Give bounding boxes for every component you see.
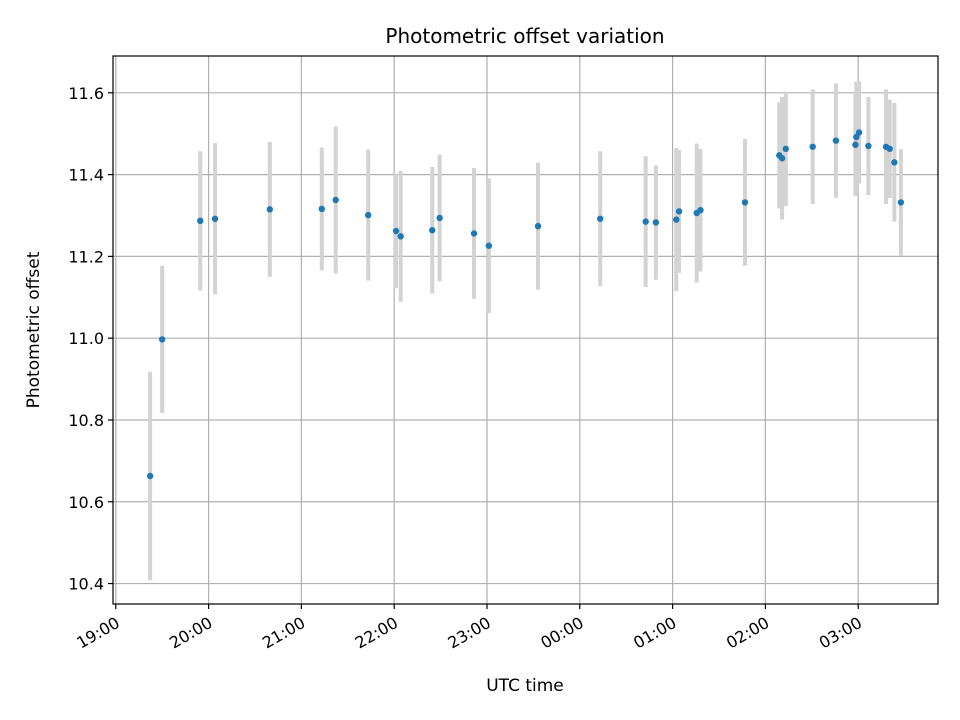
data-point — [741, 199, 749, 206]
data-point — [597, 215, 604, 222]
y-tick-label: 11.0 — [68, 329, 104, 348]
data-point — [332, 196, 339, 204]
data-point — [865, 142, 872, 150]
data-point — [809, 143, 816, 150]
data-point — [436, 214, 443, 222]
y-tick-label: 11.4 — [68, 166, 104, 185]
data-point — [642, 218, 649, 225]
plot-frame — [112, 55, 939, 605]
y-tick-label: 11.6 — [68, 84, 104, 103]
data-point — [891, 159, 898, 166]
data-point — [886, 145, 893, 153]
data-point — [897, 199, 905, 206]
data-point — [365, 211, 372, 219]
data-point — [778, 155, 786, 162]
data-point — [158, 336, 166, 343]
data-point — [197, 217, 204, 225]
y-axis-label: Photometric offset — [24, 251, 44, 408]
y-tick-label: 11.2 — [68, 247, 104, 266]
y-tick-label: 10.8 — [68, 411, 104, 430]
data-point — [697, 206, 704, 214]
data-point — [318, 205, 326, 213]
y-axis-ticks: 10.4 10.6 10.8 11.0 11.2 11.4 11.6 — [68, 84, 113, 594]
data-point — [782, 145, 790, 153]
data-point — [855, 129, 863, 136]
data-point — [652, 219, 660, 226]
data-point — [534, 222, 542, 230]
data-point — [832, 137, 840, 144]
data-point — [397, 233, 404, 240]
x-axis-label: UTC time — [486, 676, 564, 696]
data-point — [673, 216, 680, 223]
data-point — [485, 242, 493, 249]
data-point — [852, 141, 859, 148]
data-points — [146, 129, 905, 480]
plot-area — [113, 56, 938, 604]
data-point — [211, 215, 219, 222]
data-point — [429, 227, 436, 234]
chart-title: Photometric offset variation — [385, 24, 664, 48]
y-tick-label: 10.4 — [68, 575, 104, 594]
data-point — [392, 227, 400, 235]
grid-lines — [113, 56, 938, 604]
data-point — [266, 206, 274, 213]
y-tick-label: 10.6 — [68, 493, 104, 512]
data-point — [470, 230, 478, 237]
data-point — [675, 208, 683, 215]
data-point — [146, 472, 154, 480]
